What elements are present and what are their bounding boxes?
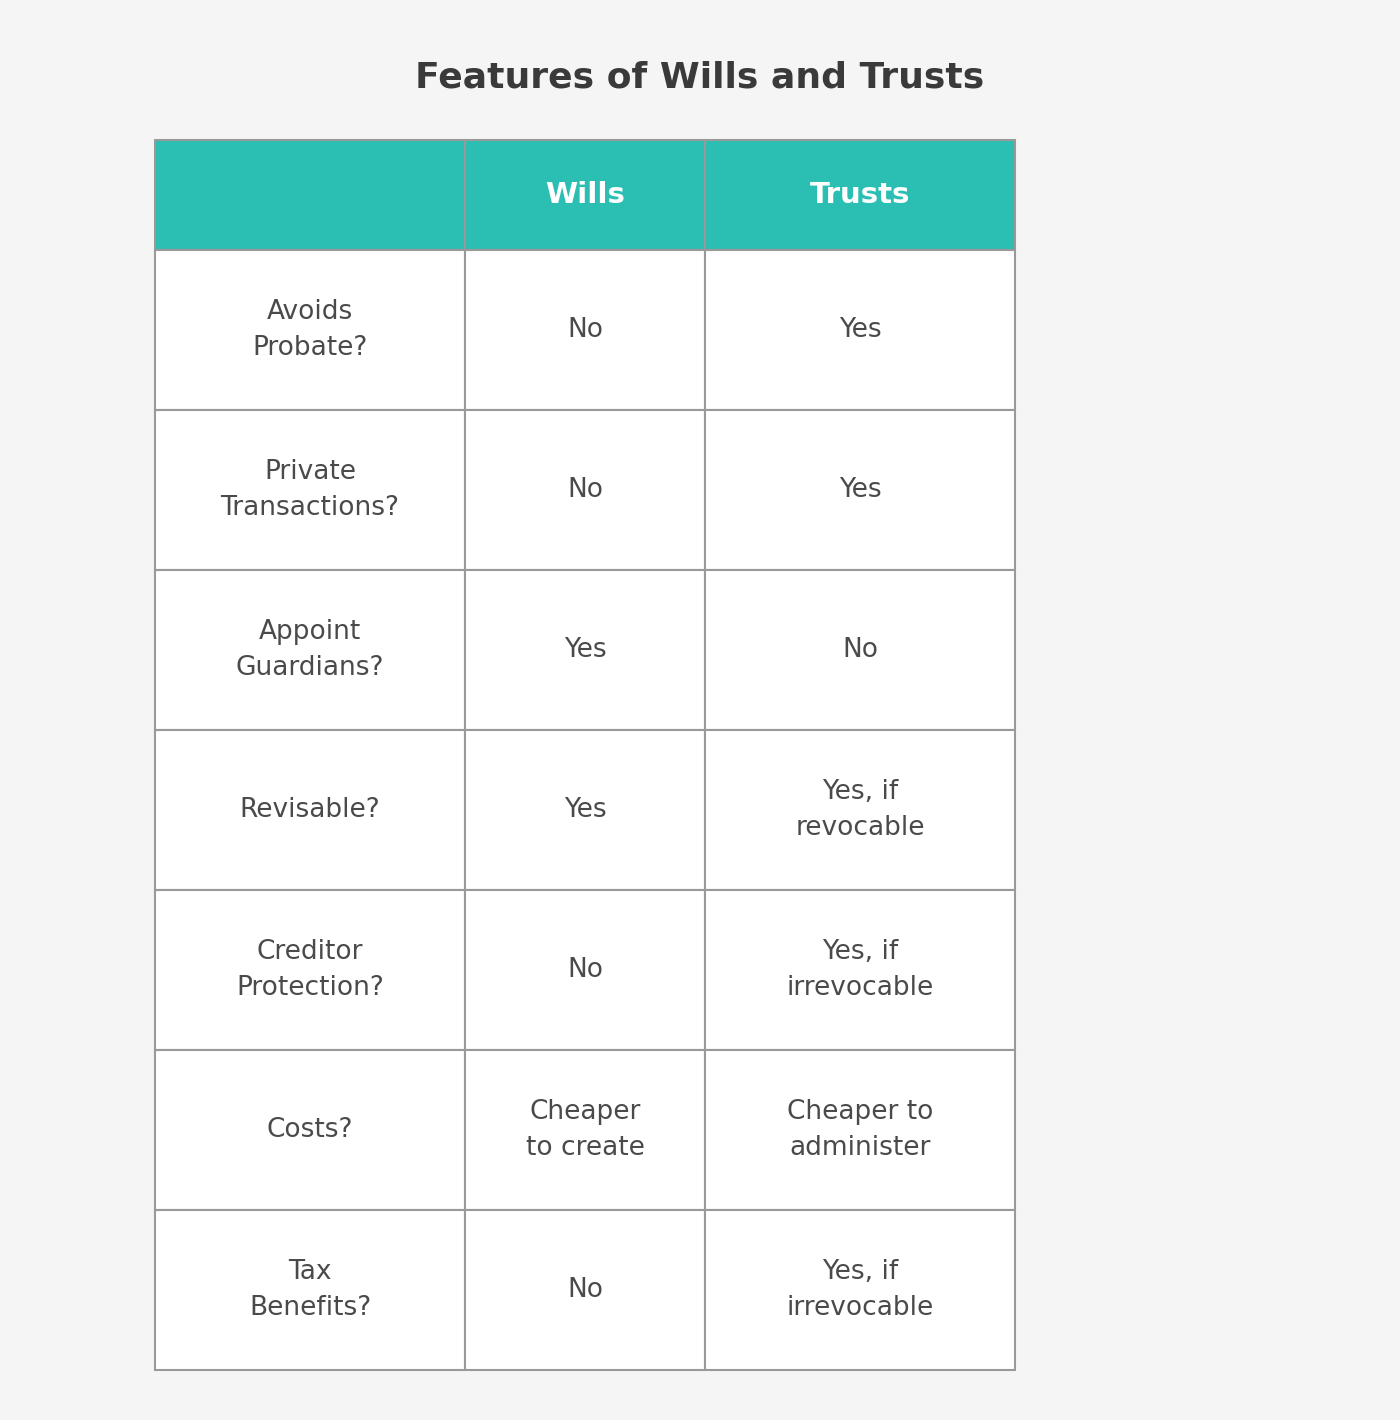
Bar bbox=[465, 1049, 706, 1210]
Text: Costs?: Costs? bbox=[267, 1118, 353, 1143]
Text: No: No bbox=[567, 1277, 603, 1304]
Text: Creditor
Protection?: Creditor Protection? bbox=[237, 939, 384, 1001]
Text: Trusts: Trusts bbox=[809, 180, 910, 209]
Text: Appoint
Guardians?: Appoint Guardians? bbox=[235, 619, 384, 682]
Bar bbox=[465, 141, 706, 250]
Text: Yes: Yes bbox=[564, 797, 606, 824]
Text: No: No bbox=[567, 957, 603, 983]
Bar bbox=[155, 141, 465, 250]
Text: Yes, if
irrevocable: Yes, if irrevocable bbox=[787, 939, 934, 1001]
Text: Tax
Benefits?: Tax Benefits? bbox=[249, 1260, 371, 1321]
Bar bbox=[706, 1049, 1015, 1210]
Text: Yes, if
irrevocable: Yes, if irrevocable bbox=[787, 1260, 934, 1321]
Bar bbox=[155, 1049, 465, 1210]
Text: Yes: Yes bbox=[839, 317, 882, 344]
Text: Yes: Yes bbox=[839, 477, 882, 503]
Text: Yes, if
revocable: Yes, if revocable bbox=[795, 780, 925, 841]
Bar bbox=[706, 730, 1015, 890]
Bar bbox=[155, 569, 465, 730]
Bar bbox=[155, 890, 465, 1049]
Bar bbox=[465, 1210, 706, 1370]
Text: Avoids
Probate?: Avoids Probate? bbox=[252, 300, 368, 361]
Bar bbox=[706, 250, 1015, 410]
Text: Yes: Yes bbox=[564, 638, 606, 663]
Text: Revisable?: Revisable? bbox=[239, 797, 381, 824]
Bar bbox=[706, 569, 1015, 730]
Bar bbox=[155, 1210, 465, 1370]
Text: No: No bbox=[567, 477, 603, 503]
Bar bbox=[465, 569, 706, 730]
Bar bbox=[465, 410, 706, 569]
Bar bbox=[155, 250, 465, 410]
Bar bbox=[465, 250, 706, 410]
Text: No: No bbox=[841, 638, 878, 663]
Bar bbox=[155, 730, 465, 890]
Text: Cheaper to
administer: Cheaper to administer bbox=[787, 1099, 934, 1162]
Bar bbox=[706, 890, 1015, 1049]
Text: Features of Wills and Trusts: Features of Wills and Trusts bbox=[416, 60, 984, 94]
Bar bbox=[706, 1210, 1015, 1370]
Text: Private
Transactions?: Private Transactions? bbox=[221, 459, 399, 521]
Text: Wills: Wills bbox=[545, 180, 624, 209]
Text: Cheaper
to create: Cheaper to create bbox=[525, 1099, 644, 1162]
Bar bbox=[465, 730, 706, 890]
Text: No: No bbox=[567, 317, 603, 344]
Bar bbox=[465, 890, 706, 1049]
Bar bbox=[706, 141, 1015, 250]
Bar bbox=[155, 410, 465, 569]
Bar bbox=[706, 410, 1015, 569]
